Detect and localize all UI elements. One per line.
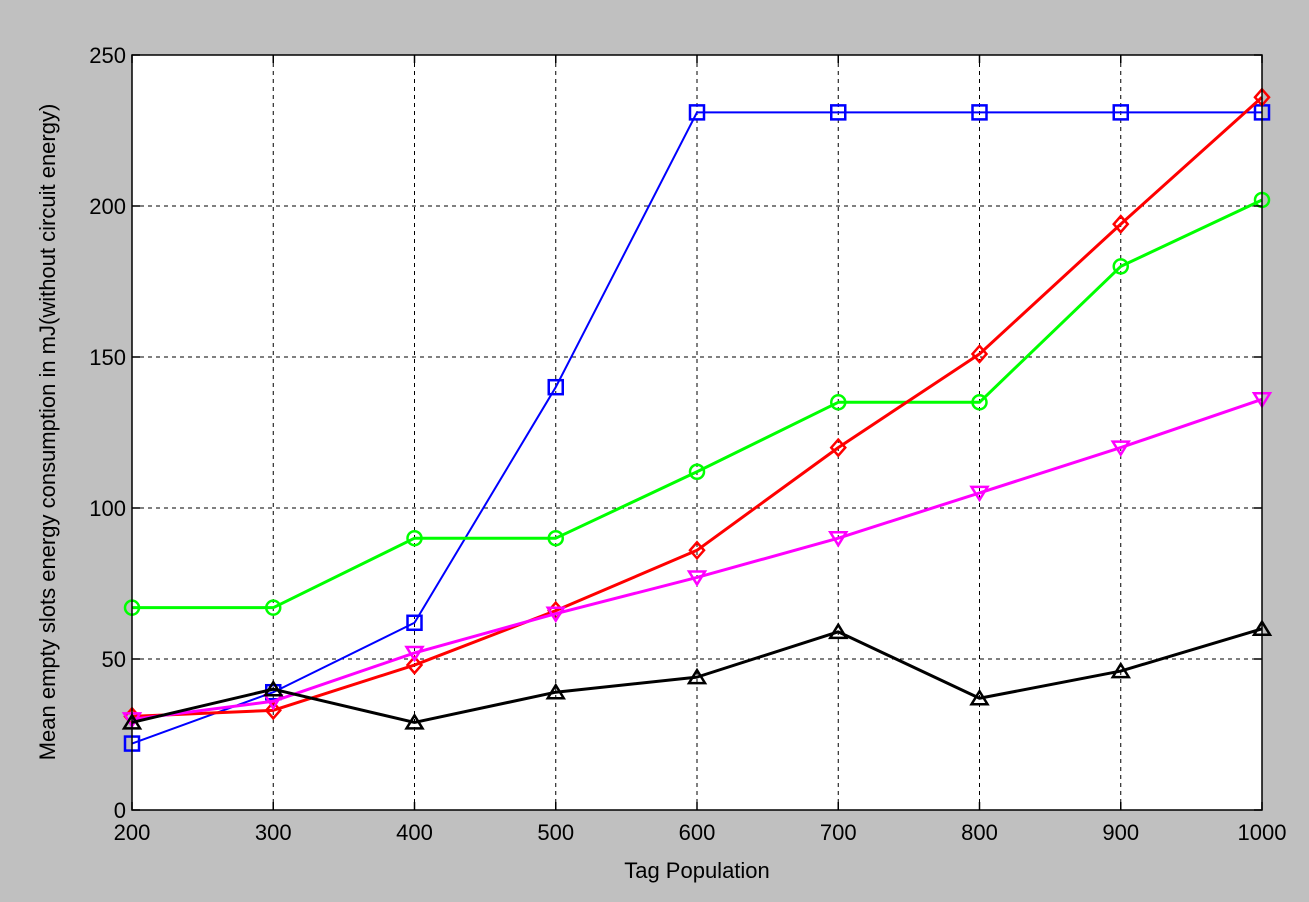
data-point-marker — [829, 437, 847, 458]
data-point-marker — [971, 104, 988, 121]
data-point-marker — [547, 378, 564, 396]
grid-lines — [132, 55, 1262, 810]
y-axis-label: Mean empty slots energy consumption in m… — [35, 104, 60, 761]
data-point-marker — [404, 645, 425, 663]
data-point-marker — [830, 104, 847, 121]
data-point-marker — [406, 614, 423, 632]
data-point-marker — [969, 485, 990, 503]
x-tick-label: 700 — [820, 820, 857, 845]
data-point-marker — [404, 713, 425, 730]
data-point-marker — [688, 104, 706, 121]
series-line — [132, 198, 1263, 610]
series-1 — [123, 191, 1271, 616]
data-point-marker — [828, 622, 849, 640]
axis-ticks: 200 300 400 500 600 700 800 900 1000 0 50 100 150 200… — [89, 43, 1286, 845]
x-tick-label: 1000 — [1238, 820, 1287, 845]
x-tick-label: 600 — [679, 820, 716, 845]
x-tick-label: 800 — [961, 820, 998, 845]
data-point-marker — [688, 540, 706, 561]
x-tick-label: 200 — [114, 820, 151, 845]
data-point-marker — [545, 606, 566, 624]
data-point-marker — [686, 667, 708, 685]
data-point-marker — [1112, 214, 1130, 235]
data-point-marker — [1110, 440, 1131, 457]
data-point-marker — [263, 679, 284, 697]
data-point-marker — [971, 394, 988, 411]
data-point-marker — [686, 570, 708, 587]
y-tick-label: 100 — [89, 496, 126, 521]
series-line — [131, 96, 1264, 718]
data-point-marker — [830, 394, 847, 411]
data-point-marker — [1112, 104, 1129, 121]
x-tick-label: 300 — [255, 820, 292, 845]
series-line — [131, 397, 1263, 721]
data-point-marker — [264, 700, 282, 721]
data-point-marker — [1112, 258, 1129, 275]
y-tick-label: 150 — [89, 345, 126, 370]
y-tick-label: 50 — [102, 647, 126, 672]
x-tick-label: 500 — [537, 820, 574, 845]
series-layer — [121, 87, 1273, 752]
series-line — [131, 627, 1263, 724]
data-point-marker — [969, 688, 990, 706]
x-axis-label: Tag Population — [624, 858, 770, 883]
x-tick-label: 400 — [396, 820, 433, 845]
data-point-marker — [970, 344, 989, 364]
data-point-marker — [1110, 661, 1131, 679]
series-0 — [123, 104, 1271, 752]
y-tick-label: 200 — [89, 194, 126, 219]
x-tick-label: 900 — [1102, 820, 1139, 845]
data-point-marker — [547, 529, 564, 547]
y-tick-label: 250 — [89, 43, 126, 68]
data-point-marker — [265, 599, 282, 616]
data-point-marker — [405, 655, 424, 675]
data-point-marker — [545, 682, 566, 700]
data-point-marker — [688, 463, 706, 481]
data-point-marker — [828, 530, 849, 548]
series-line — [131, 111, 1262, 745]
data-point-marker — [406, 529, 423, 547]
y-tick-label: 0 — [114, 798, 126, 823]
